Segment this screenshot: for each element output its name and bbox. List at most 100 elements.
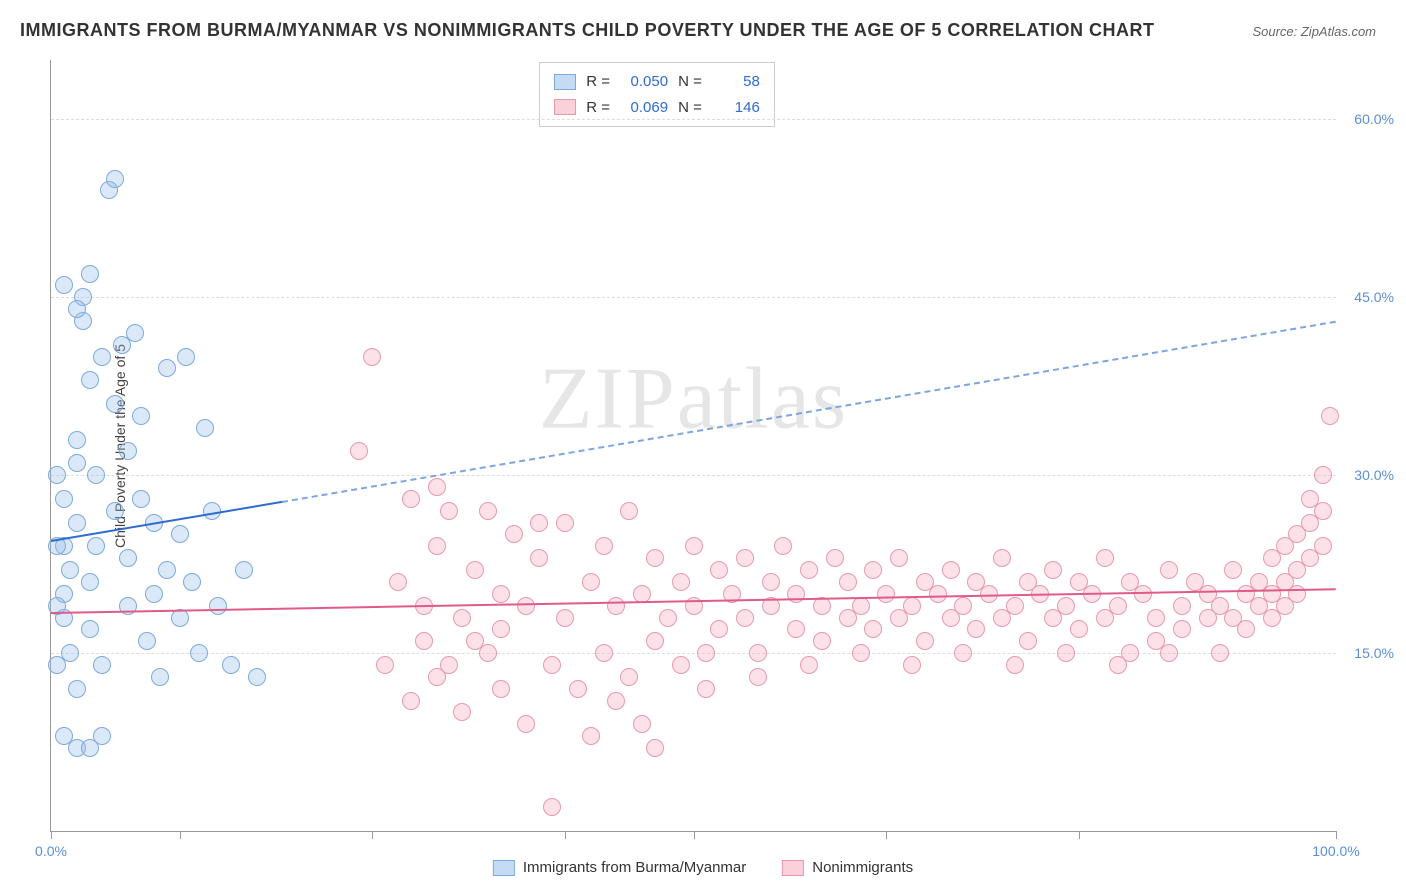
scatter-chart: ZIPatlas R = 0.050 N = 58 R = 0.069 N = … [50,60,1336,832]
gridline [51,297,1336,298]
data-point [903,597,921,615]
data-point [248,668,266,686]
data-point [864,620,882,638]
x-tick [694,831,695,839]
data-point [106,170,124,188]
data-point [492,680,510,698]
data-point [672,656,690,674]
data-point [1109,656,1127,674]
data-point [685,537,703,555]
data-point [543,656,561,674]
n-value-series1: 58 [712,69,760,95]
data-point [556,609,574,627]
data-point [620,668,638,686]
data-point [517,597,535,615]
n-label: N = [678,69,702,95]
data-point [749,644,767,662]
y-tick-label: 30.0% [1354,467,1394,483]
gridline [51,475,1336,476]
data-point [1057,644,1075,662]
data-point [1006,656,1024,674]
series2-name: Nonimmigrants [812,859,913,876]
n-label: N = [678,95,702,121]
data-point [106,395,124,413]
swatch-series2 [554,99,576,115]
data-point [543,798,561,816]
data-point [1173,620,1191,638]
data-point [132,490,150,508]
data-point [839,573,857,591]
source-attribution: Source: ZipAtlas.com [1252,24,1376,39]
data-point [196,419,214,437]
data-point [93,727,111,745]
data-point [87,537,105,555]
data-point [183,573,201,591]
data-point [697,644,715,662]
data-point [81,371,99,389]
data-point [633,715,651,733]
data-point [68,680,86,698]
data-point [1160,644,1178,662]
data-point [954,644,972,662]
data-point [145,585,163,603]
data-point [800,656,818,674]
data-point [1057,597,1075,615]
legend-row-series2: R = 0.069 N = 146 [554,95,760,121]
data-point [126,324,144,342]
data-point [68,454,86,472]
data-point [158,561,176,579]
data-point [235,561,253,579]
y-tick-label: 15.0% [1354,645,1394,661]
data-point [48,656,66,674]
data-point [1288,585,1306,603]
data-point [607,597,625,615]
data-point [582,573,600,591]
data-point [453,609,471,627]
data-point [607,692,625,710]
gridline [51,119,1336,120]
data-point [954,597,972,615]
data-point [428,537,446,555]
data-point [1314,466,1332,484]
data-point [967,620,985,638]
data-point [428,478,446,496]
data-point [376,656,394,674]
data-point [466,561,484,579]
data-point [1160,561,1178,579]
data-point [158,359,176,377]
data-point [852,644,870,662]
x-tick [886,831,887,839]
data-point [1147,609,1165,627]
legend-row-series1: R = 0.050 N = 58 [554,69,760,95]
data-point [697,680,715,698]
correlation-legend: R = 0.050 N = 58 R = 0.069 N = 146 [539,62,775,127]
data-point [864,561,882,579]
data-point [1109,597,1127,615]
series-legend: Immigrants from Burma/Myanmar Nonimmigra… [493,859,913,876]
data-point [774,537,792,555]
data-point [749,668,767,686]
data-point [1173,597,1191,615]
data-point [1019,632,1037,650]
data-point [389,573,407,591]
data-point [119,442,137,460]
data-point [890,549,908,567]
data-point [916,632,934,650]
data-point [646,739,664,757]
data-point [402,490,420,508]
data-point [942,561,960,579]
data-point [466,632,484,650]
data-point [1211,644,1229,662]
data-point [68,514,86,532]
data-point [787,620,805,638]
data-point [646,549,664,567]
data-point [929,585,947,603]
data-point [505,525,523,543]
data-point [119,549,137,567]
data-point [1321,407,1339,425]
swatch-series1 [554,74,576,90]
data-point [81,265,99,283]
legend-item-series1: Immigrants from Burma/Myanmar [493,859,746,876]
data-point [659,609,677,627]
x-tick [1079,831,1080,839]
